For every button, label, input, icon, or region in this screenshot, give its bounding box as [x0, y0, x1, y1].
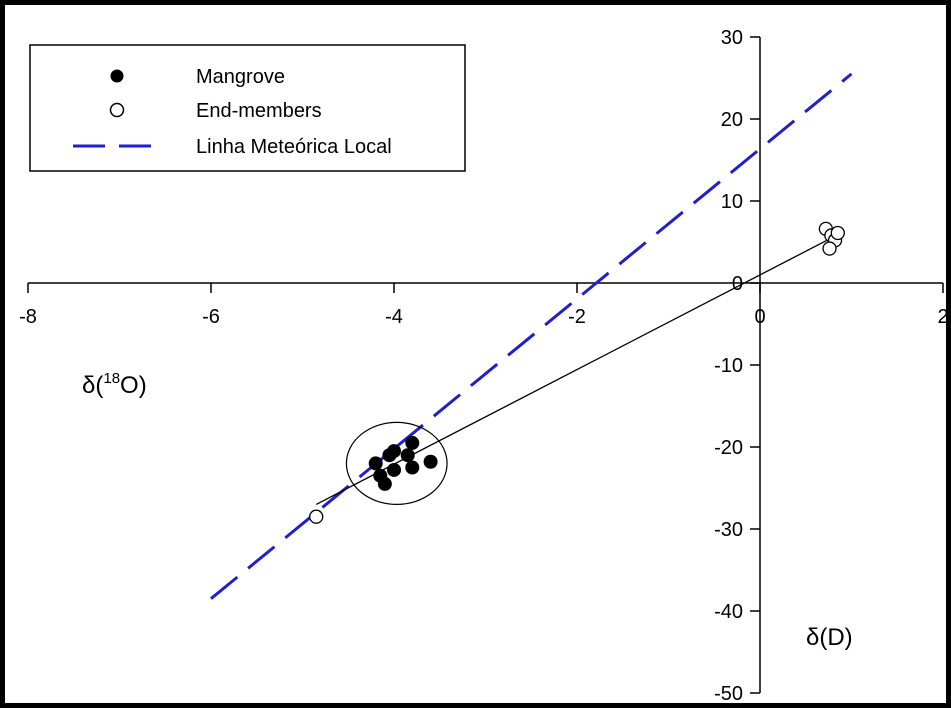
y-tick-label: 20	[721, 109, 743, 131]
mangrove-point	[423, 454, 438, 469]
y-tick-label: -40	[714, 601, 743, 623]
x-tick-label: -2	[568, 306, 586, 328]
end-member-point	[830, 225, 845, 241]
end-member-point	[309, 509, 324, 524]
legend-box	[29, 44, 466, 172]
y-tick-label: -30	[714, 519, 743, 541]
legend-label-end-members: End-members	[196, 100, 322, 122]
y-tick-label: -10	[714, 355, 743, 377]
mangrove-point	[368, 456, 383, 471]
x-axis-title: δ(18O)	[82, 370, 147, 399]
x-tick-label: 0	[754, 306, 765, 328]
legend-label-mangrove: Mangrove	[196, 66, 285, 88]
legend-marker-mangrove	[110, 69, 124, 83]
y-axis-title: δ(D)	[806, 624, 853, 651]
legend: Mangrove End-members Linha Meteórica Loc…	[29, 44, 466, 172]
y-tick-label: 30	[721, 27, 743, 49]
mangrove-point	[377, 476, 392, 491]
mangrove-point	[387, 462, 401, 477]
legend-marker-end-members	[109, 102, 125, 118]
x-tick-label: -4	[385, 306, 403, 328]
line-layer	[210, 72, 853, 600]
y-tick-label: -20	[714, 437, 743, 459]
mangrove-point	[405, 460, 420, 475]
mangrove-point	[387, 444, 401, 459]
legend-label-meteoric-line: Linha Meteórica Local	[196, 136, 392, 158]
regression-line	[315, 236, 834, 505]
end-member-point	[822, 241, 837, 256]
y-tick-label: -50	[714, 683, 743, 705]
mangrove-point	[405, 435, 420, 450]
mangrove-point	[400, 448, 415, 463]
point-layer	[309, 221, 845, 524]
cluster-ellipse	[345, 421, 448, 505]
meteoric-line	[210, 72, 853, 600]
x-tick-label: -8	[19, 306, 37, 328]
y-tick-label: 10	[721, 191, 743, 213]
x-tick-label: -6	[202, 306, 220, 328]
y-tick-label: 0	[732, 273, 743, 295]
x-tick-label: 2	[937, 306, 948, 328]
